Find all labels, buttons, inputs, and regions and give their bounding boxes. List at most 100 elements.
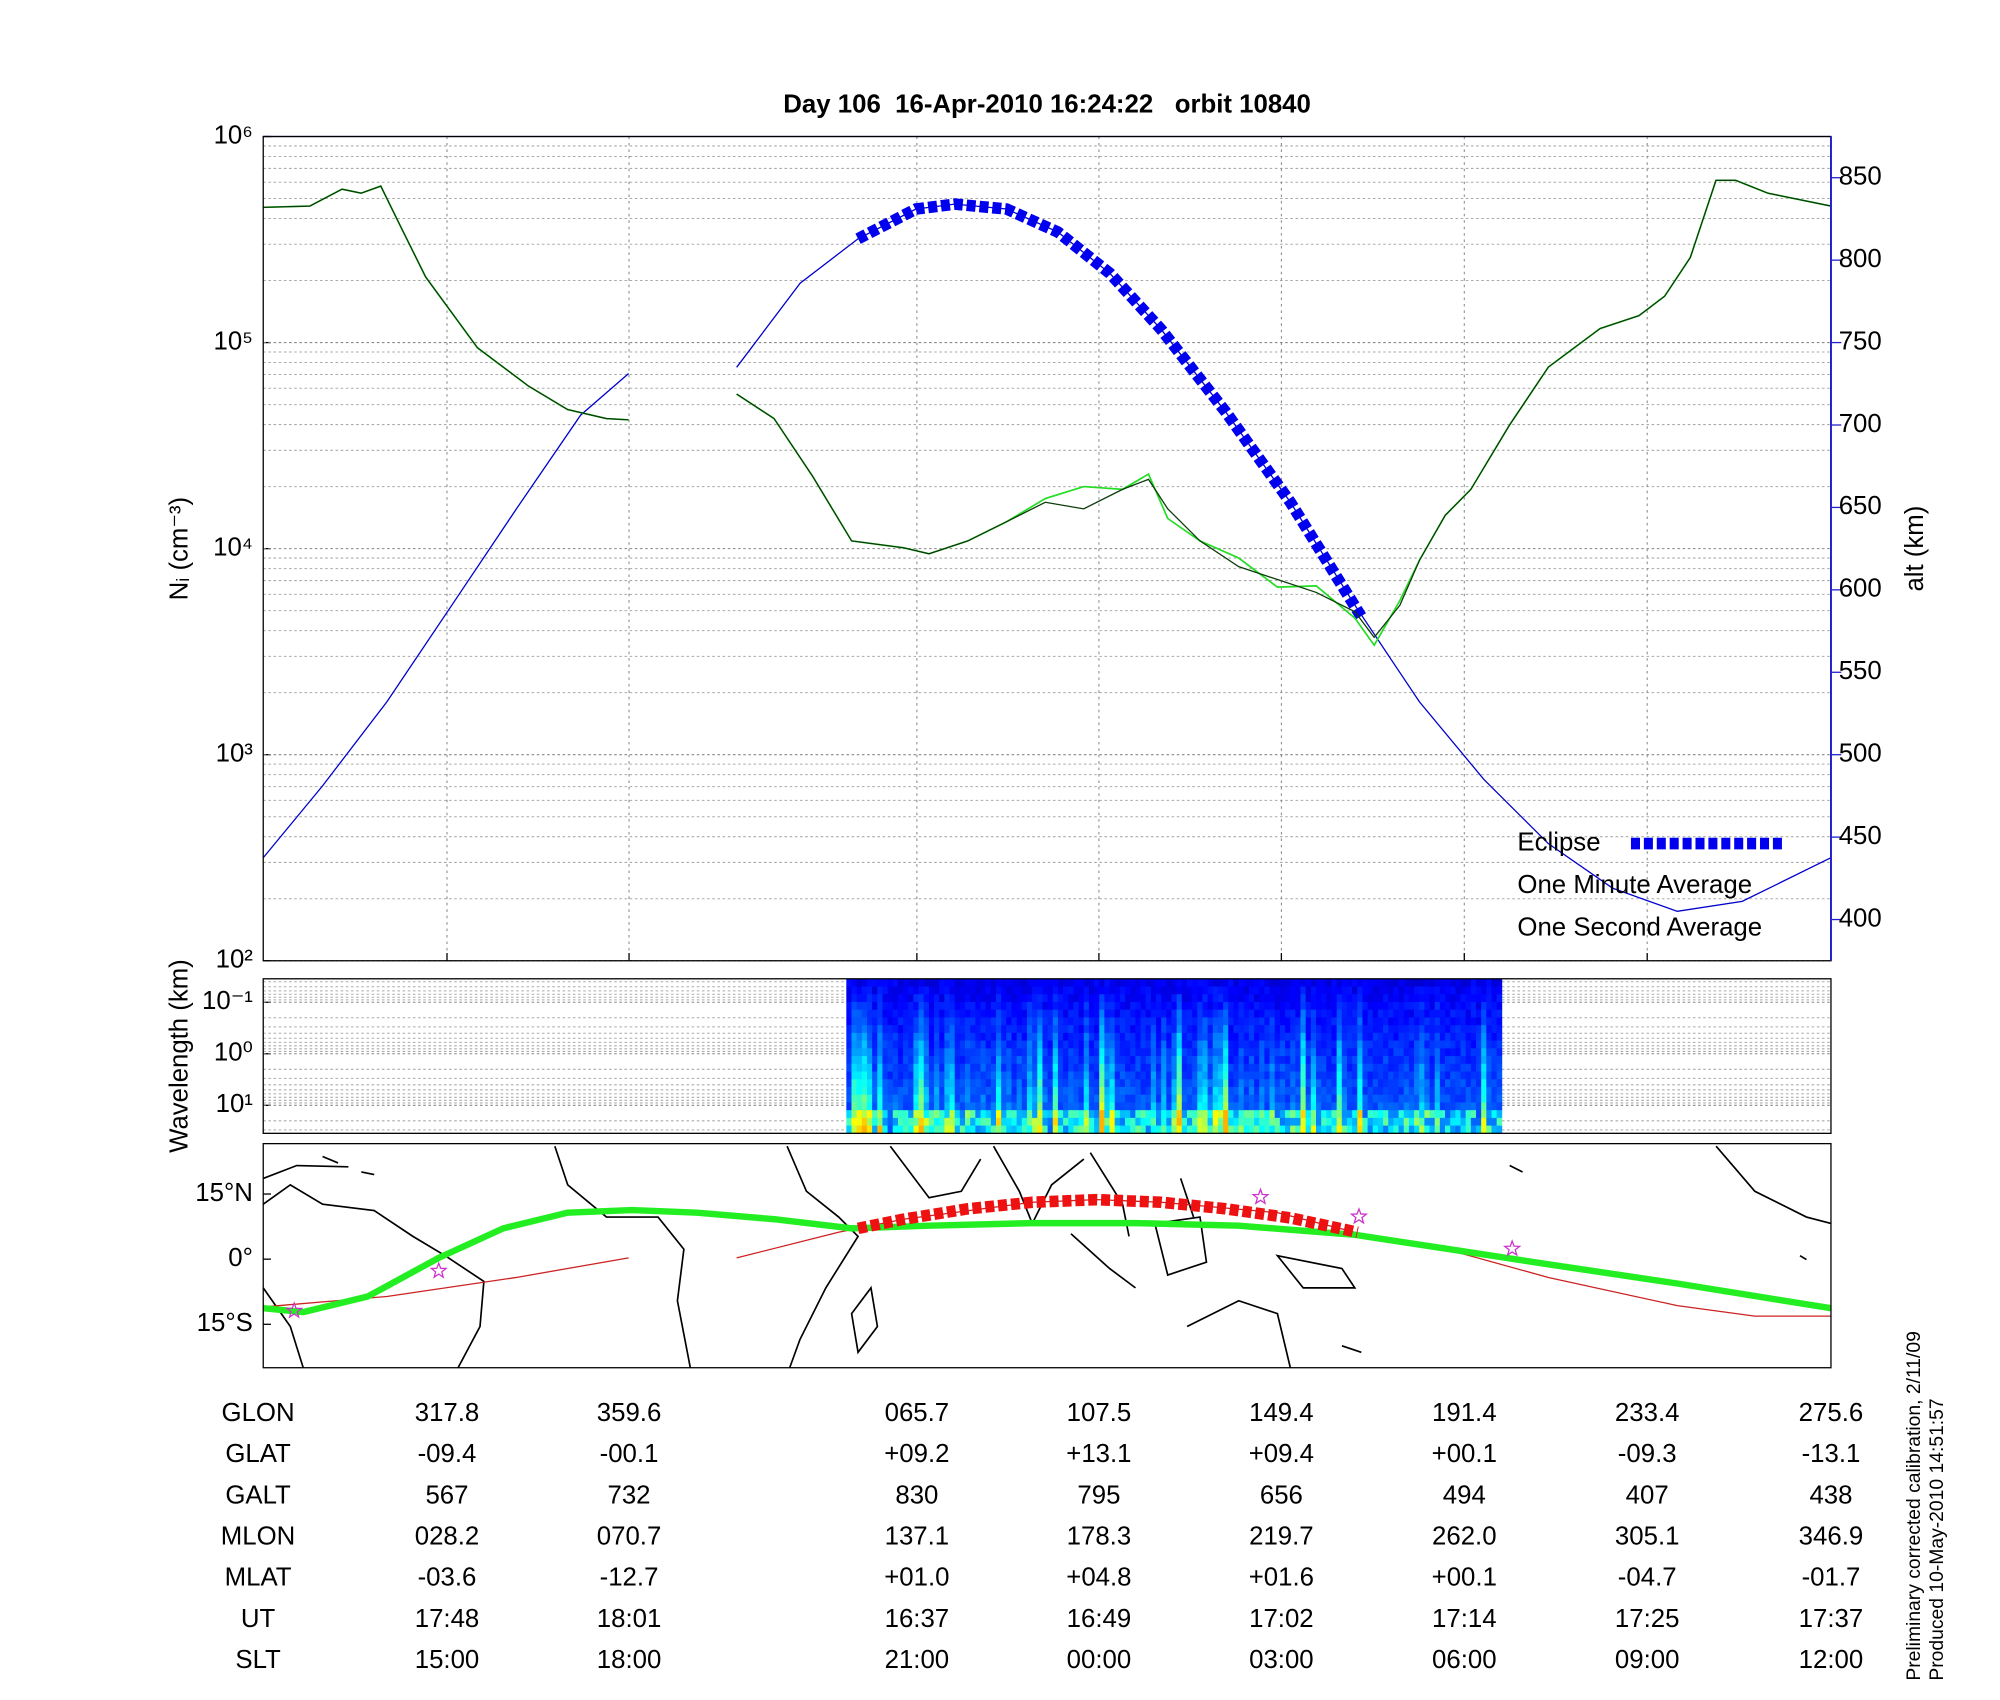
spectrogram-cell (1063, 1040, 1069, 1049)
spectrogram-cell (1212, 1117, 1219, 1126)
spectrogram-cell (856, 1056, 863, 1065)
spectrogram-cell (851, 1040, 858, 1049)
spectrogram-cell (1264, 1125, 1270, 1134)
spectrogram-cell (934, 1001, 940, 1011)
spectrogram-cell (1476, 1071, 1482, 1080)
spectrogram-cell (1310, 1125, 1317, 1134)
spectrogram-cell (1393, 1048, 1399, 1057)
spectrogram-cell (975, 1110, 981, 1119)
spectrogram-cell (1145, 1040, 1152, 1049)
spectrogram-cell (996, 1048, 1002, 1057)
table-cell: +04.8 (1066, 1564, 1131, 1592)
spectrogram-cell (918, 1063, 925, 1072)
spectrogram-cell (944, 978, 950, 987)
spectrogram-cell (949, 1048, 956, 1057)
spectrogram-cell (1109, 1009, 1116, 1018)
spectrogram-cell (1285, 1071, 1291, 1080)
spectrogram-cell (928, 986, 935, 995)
spectrogram-cell (872, 1094, 878, 1103)
spectrogram-cell (1145, 1048, 1152, 1057)
spectrogram-cell (1135, 1001, 1141, 1011)
spectrogram-cell (1037, 1079, 1043, 1088)
spectrogram-cell (1212, 1025, 1219, 1034)
spectrogram-cell (1383, 1079, 1389, 1088)
spectrogram-cell (1073, 1040, 1079, 1049)
spectrogram-cell (882, 1102, 888, 1111)
spectrogram-cell (887, 1040, 894, 1049)
spectrogram-cell (1274, 1102, 1281, 1111)
spectrogram-cell (1104, 1086, 1110, 1096)
spectrogram-cell (1238, 986, 1245, 995)
spectrogram-cell (939, 1110, 945, 1119)
spectrogram-cell (1326, 1125, 1332, 1134)
spectrogram-cell (1032, 1017, 1038, 1026)
spectrogram-cell (1470, 1110, 1477, 1119)
series-line (263, 179, 1832, 639)
spectrogram-cell (1223, 994, 1229, 1003)
spectrogram-cell (1316, 994, 1322, 1003)
spectrogram-cell (1403, 1125, 1410, 1134)
spectrogram-cell (1295, 1009, 1301, 1018)
spectrogram-cell (1202, 1125, 1208, 1134)
spectrogram-cell (1233, 1001, 1239, 1011)
spectrogram-cell (1197, 1125, 1203, 1134)
spectrogram-cell (908, 1071, 914, 1080)
spectrogram-cell (1362, 1071, 1369, 1080)
spectrogram-cell (928, 1086, 935, 1096)
spectrogram-cell (980, 1056, 987, 1065)
spectrogram-cell (1321, 986, 1327, 995)
spectrogram-cell (1202, 1071, 1208, 1080)
spectrogram-cell (1290, 1025, 1296, 1034)
spectrogram-cell (1233, 1040, 1239, 1049)
spectrogram-cell (1310, 986, 1317, 995)
spectrogram-cell (1135, 1079, 1141, 1088)
spectrogram-cell (949, 1056, 956, 1065)
spectrogram-cell (1166, 1110, 1172, 1119)
chart-title: Day 106 16-Apr-2010 16:24:22 orbit 10840 (783, 90, 1311, 118)
spectrogram-cell (861, 1009, 868, 1018)
spectrogram-cell (1119, 994, 1126, 1003)
spectrogram-cell (1233, 1025, 1239, 1034)
spectrogram-cell (1305, 978, 1312, 987)
spectrogram-cell (1310, 1032, 1317, 1041)
spectrogram-cell (1279, 1009, 1286, 1018)
spectrogram-cell (1346, 986, 1353, 995)
spectrogram-cell (1006, 1032, 1012, 1041)
table-cell: 191.4 (1432, 1399, 1497, 1427)
spectrogram-cell (1135, 1117, 1141, 1126)
spectrogram-cell (1052, 1032, 1059, 1041)
spectrogram-cell (1388, 1094, 1394, 1103)
spectrogram-cell (1094, 1056, 1100, 1065)
spectrogram-cell (959, 1079, 966, 1088)
spectrogram-cell (1130, 1017, 1136, 1026)
spectrogram-cell (1186, 1071, 1193, 1080)
spectrogram-cell (1419, 1048, 1425, 1057)
spectrogram-cell (1316, 978, 1322, 987)
spectrogram-cell (1279, 1056, 1286, 1065)
spectrogram-cell (1026, 1110, 1033, 1119)
spectrogram-cell (1414, 1025, 1420, 1034)
spectrogram-cell (965, 994, 971, 1003)
table-cell: 17:02 (1249, 1605, 1314, 1633)
spectrogram-cell (959, 1110, 966, 1119)
spectrogram-cell (1047, 1094, 1054, 1103)
spectrogram-cell (903, 1056, 909, 1065)
spectrogram-cell (1496, 1071, 1503, 1080)
spectrogram-cell (1047, 1048, 1054, 1057)
spectrogram-cell (1243, 1056, 1250, 1065)
spectrogram-cell (1104, 1117, 1110, 1126)
spectrogram-cell (1346, 1048, 1353, 1057)
spectrogram-cell (1145, 1017, 1152, 1026)
spectrogram-cell (892, 1086, 899, 1096)
spectrogram-cell (851, 1079, 858, 1088)
spectrogram-cell (1398, 1079, 1405, 1088)
spectrogram-cell (1109, 1040, 1116, 1049)
spectrogram-cell (1274, 986, 1281, 995)
spectrogram-cell (1238, 1102, 1245, 1111)
spectrogram-cell (1083, 986, 1090, 995)
spectrogram-cell (1305, 1063, 1312, 1072)
spectrogram-cell (1202, 1094, 1208, 1103)
spectrogram-cell (1254, 1071, 1260, 1080)
spectrogram-cell (908, 978, 914, 987)
spectrogram-cell (851, 1009, 858, 1018)
